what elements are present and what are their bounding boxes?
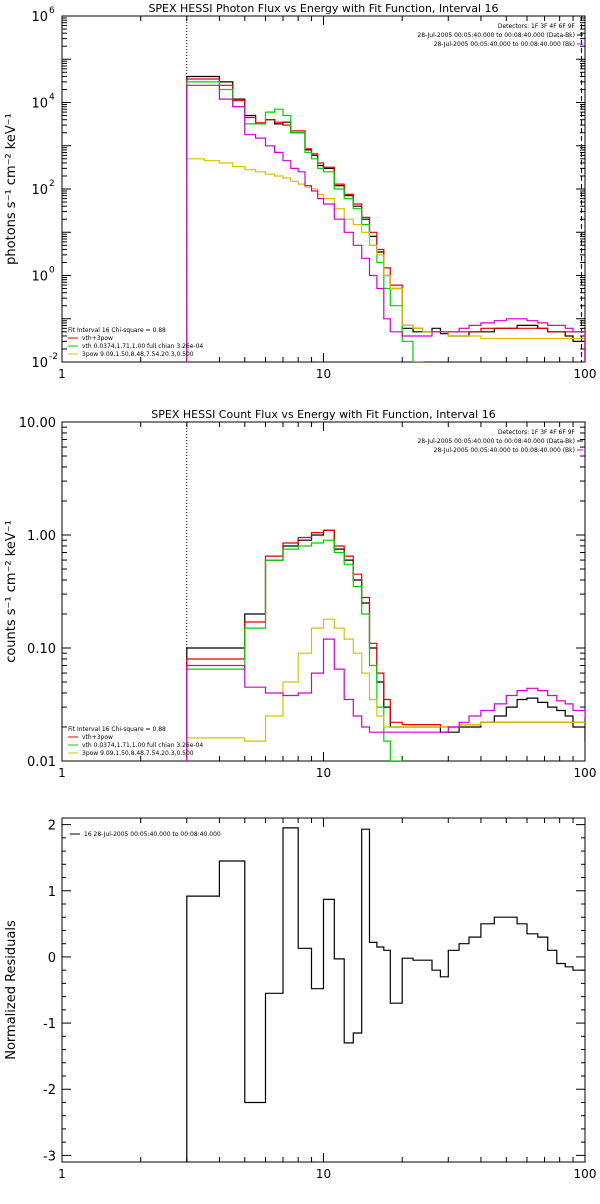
- legend-topright-text: 28-Jul-2005 00:05:40.000 to 00:08:40.000…: [417, 32, 575, 39]
- legend-topright-text: Detectors: 1F 3F 4F 6F 9F: [498, 429, 576, 436]
- legend-bottomleft-text: vth+3pow: [82, 734, 113, 741]
- series-line-1: [186, 827, 585, 1162]
- series-group: [186, 827, 585, 1162]
- series-line-5: [186, 638, 585, 761]
- y-tick-label: 0: [48, 951, 56, 966]
- y-tick-label: 10: [31, 183, 48, 198]
- legend-topright-text: 28-Jul-2005 00:05:40.000 to 00:08:40.000…: [434, 41, 575, 48]
- series-line-4: [186, 158, 585, 362]
- y-tick-exponent: 6: [49, 6, 55, 16]
- y-axis-label: Normalized Residuals: [4, 920, 19, 1060]
- legend-topright-text: Detectors: 1F 3F 4F 6F 9F: [498, 23, 576, 30]
- legend-bottomleft-text: 3pow 9.09,1.50,8.48,7.54,20.3,0.500: [82, 750, 194, 757]
- y-tick-label: 10.00: [19, 416, 56, 431]
- legend-bottomleft-text: 3pow 9.09,1.50,8.48,7.54,20.3,0.500: [82, 351, 194, 358]
- x-tick-label: 10: [316, 766, 331, 780]
- x-tick-label: 10: [316, 367, 331, 381]
- y-tick-label: 10: [31, 10, 48, 25]
- chart-title: SPEX HESSI Count Flux vs Energy with Fit…: [151, 408, 495, 421]
- legend-bottomleft-text: vth+3pow: [82, 335, 113, 342]
- chart-title: SPEX HESSI Photon Flux vs Energy with Fi…: [148, 2, 498, 15]
- y-tick-label: -1: [43, 1017, 56, 1032]
- legend-topright-text: 28-Jul-2005 00:05:40.000 to 00:08:40.000…: [417, 438, 575, 445]
- y-tick-exponent: 2: [49, 179, 55, 189]
- chart-panel-1: SPEX HESSI Photon Flux vs Energy with Fi…: [4, 2, 597, 381]
- x-tick-label: 1: [58, 367, 66, 381]
- x-tick-label: 1: [58, 766, 66, 780]
- legend-topleft-text: 16 28-Jul-2005 00:05:40.000 to 00:08:40.…: [84, 831, 221, 838]
- y-tick-label: -3: [43, 1149, 56, 1164]
- x-tick-label: 100: [574, 766, 597, 780]
- y-axis-label: photons s⁻¹ cm⁻² keV⁻¹: [4, 113, 19, 265]
- legend-bottomleft-text: Fit Interval 16 Chi-square = 0.88: [68, 327, 166, 334]
- y-tick-label: 0.01: [27, 755, 56, 770]
- y-tick-label: -2: [43, 1083, 56, 1098]
- legend-bottomleft-text: Fit Interval 16 Chi-square = 0.88: [68, 726, 166, 733]
- series-group: [186, 75, 585, 362]
- legend-bottomleft-text: vth 0.0374,1.71,1.00 full chian 3.26e-04: [82, 742, 203, 749]
- legend-topright-text: 28-Jul-2005 00:05:40.000 to 00:08:40.000…: [434, 447, 575, 454]
- y-tick-label: 10: [31, 270, 48, 285]
- x-tick-label: 10: [316, 1167, 331, 1181]
- chart-panel-2: SPEX HESSI Count Flux vs Energy with Fit…: [4, 408, 597, 780]
- series-line-3: [186, 539, 403, 761]
- y-tick-label: 2: [48, 819, 56, 834]
- y-tick-label: 1: [48, 885, 56, 900]
- y-tick-exponent: 0: [49, 266, 55, 276]
- y-tick-label: 10: [31, 97, 48, 112]
- series-line-5: [186, 84, 585, 362]
- y-tick-exponent: -2: [49, 352, 58, 362]
- y-tick-label: 10: [31, 356, 48, 371]
- y-tick-exponent: 4: [49, 93, 55, 103]
- y-axis-label: counts s⁻¹ cm⁻² keV⁻¹: [4, 520, 19, 663]
- y-tick-label: 1.00: [27, 529, 56, 544]
- series-line-4: [186, 618, 585, 761]
- legend-bottomleft-text: vth 0.0374,1.71,1.00 full chian 3.26e-04: [82, 343, 203, 350]
- x-tick-label: 1: [58, 1167, 66, 1181]
- x-tick-label: 100: [574, 367, 597, 381]
- series-group: [186, 529, 585, 761]
- x-tick-label: 100: [574, 1167, 597, 1181]
- y-tick-label: 0.10: [27, 642, 56, 657]
- chart-panel-3: 1 10 100 -3 -2 -1 0 1 2 Normalized Residuals 16 28…: [4, 817, 597, 1181]
